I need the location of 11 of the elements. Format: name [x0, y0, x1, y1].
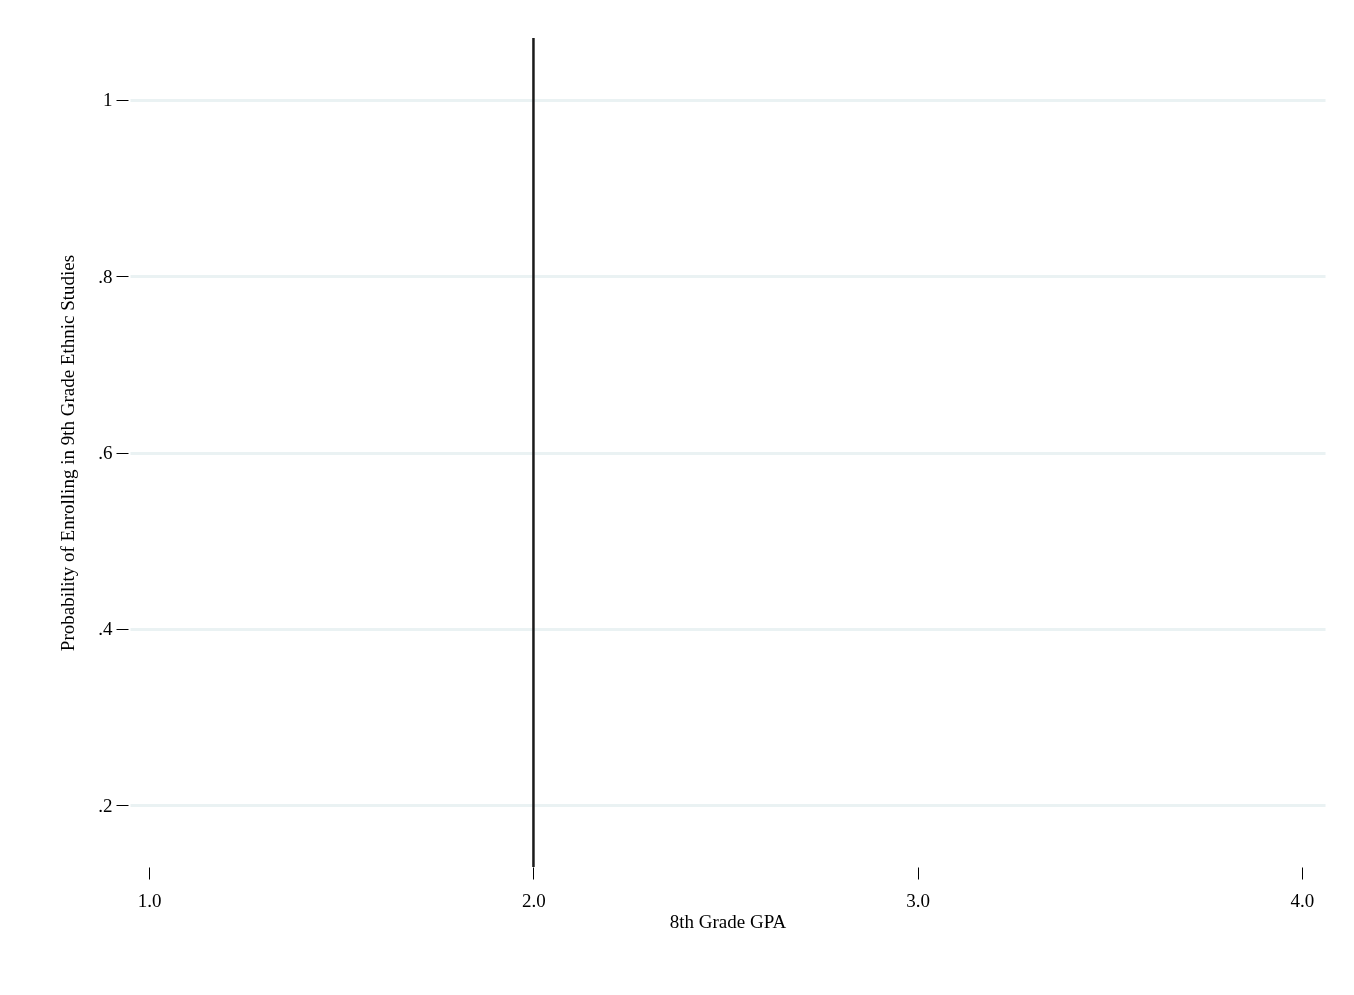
y-axis-title: Probability of Enrolling in 9th Grade Ethnic Studies: [57, 254, 79, 652]
y-tick-label: 1: [103, 89, 113, 111]
x-tick-label: 2.0: [522, 889, 546, 911]
x-tick-label: 3.0: [906, 889, 931, 911]
y-tick-label: .8: [98, 265, 113, 287]
y-tick-label: .6: [98, 442, 113, 463]
x-tick-label: 1.0: [137, 889, 162, 911]
x-axis-title: 8th Grade GPA: [669, 910, 787, 932]
y-tick-label: .2: [98, 794, 113, 816]
x-tick-label: 4.0: [1290, 889, 1315, 911]
y-tick-label: .4: [98, 618, 113, 640]
